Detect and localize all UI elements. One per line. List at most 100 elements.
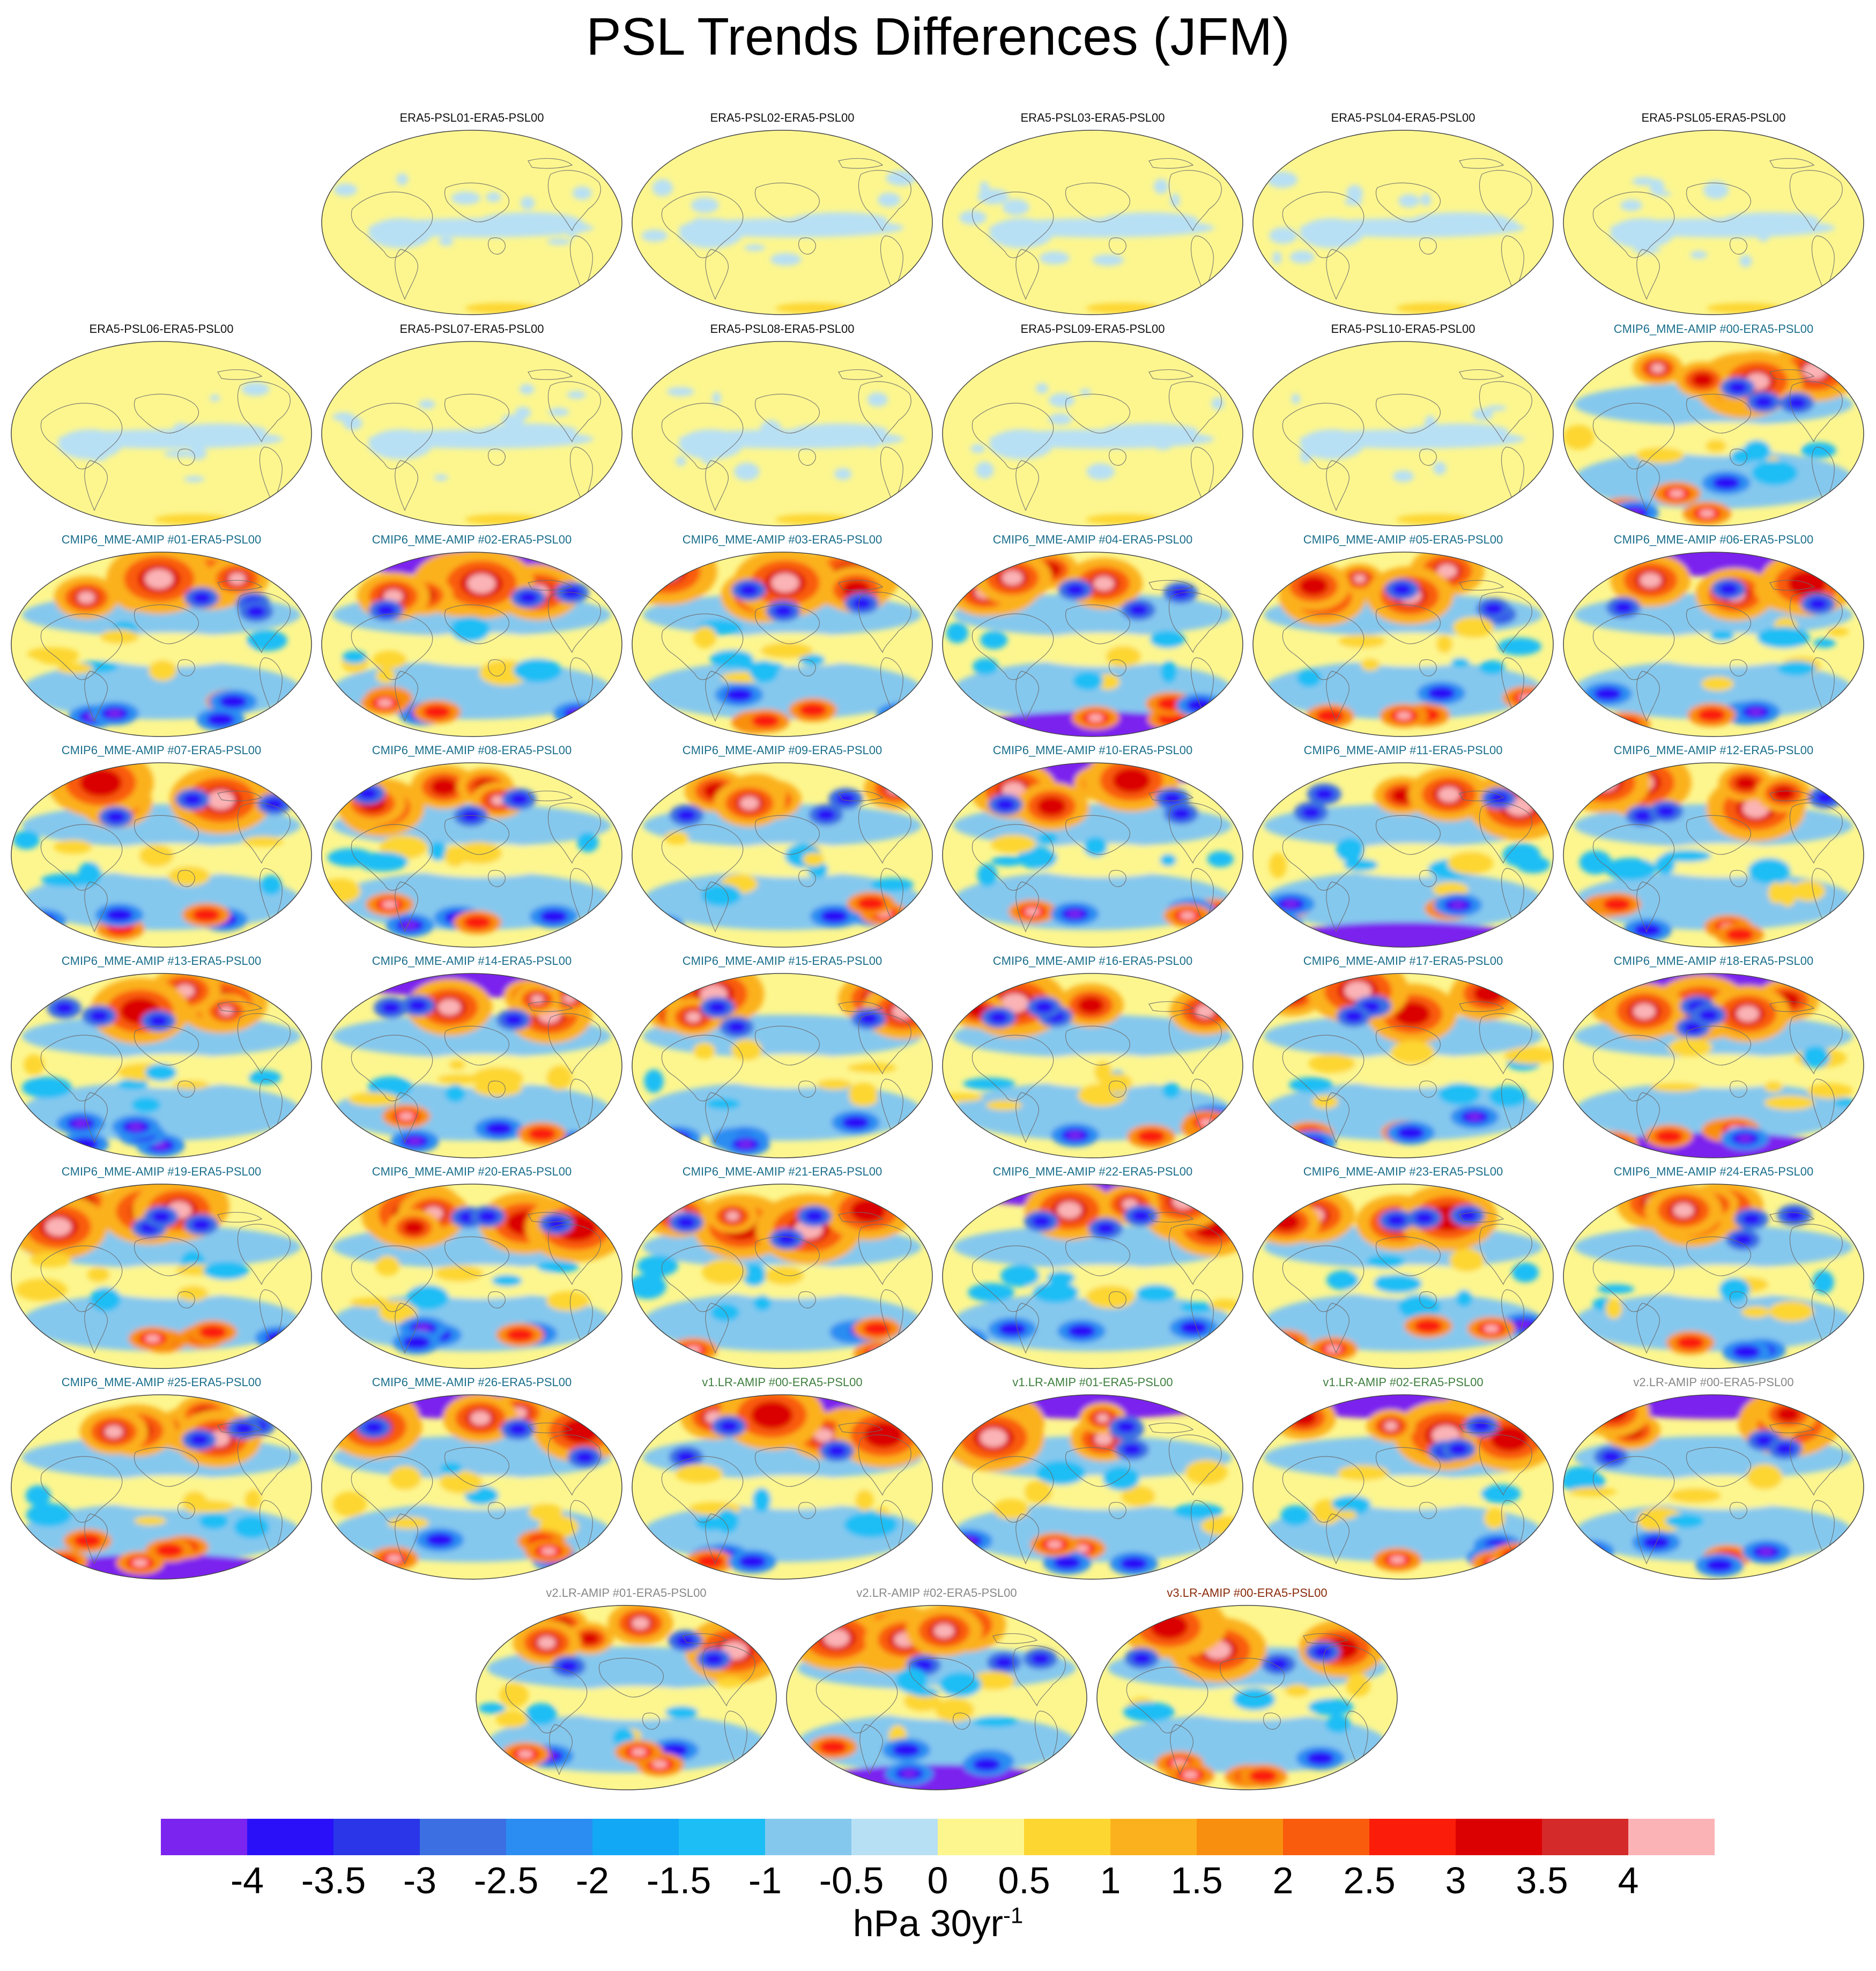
map-field [11, 341, 312, 526]
map-panel: ERA5-PSL10-ERA5-PSL00 [1251, 318, 1555, 527]
map-border [11, 973, 312, 1158]
map-border [321, 341, 622, 526]
panel-title: CMIP6_MME-AMIP #11-ERA5-PSL00 [1303, 743, 1503, 757]
figure-title: PSL Trends Differences (JFM) [586, 7, 1290, 66]
map-field [11, 1184, 312, 1368]
map-panel: ERA5-PSL03-ERA5-PSL00 [941, 107, 1244, 316]
map-panel: v2.LR-AMIP #00-ERA5-PSL00 [1562, 1372, 1865, 1581]
panel-title: CMIP6_MME-AMIP #22-ERA5-PSL00 [992, 1165, 1193, 1178]
map-field [1253, 1395, 1553, 1579]
world-map [1096, 1605, 1398, 1790]
map-border [942, 973, 1243, 1158]
colorbar-tick-label: 0.5 [998, 1860, 1050, 1901]
colorbar-swatch [420, 1819, 506, 1855]
colorbar-swatch [1197, 1819, 1283, 1855]
map-border [1096, 1605, 1398, 1790]
world-map [1252, 1184, 1554, 1369]
map-panel: CMIP6_MME-AMIP #11-ERA5-PSL00 [1251, 740, 1555, 949]
map-border [321, 1184, 622, 1369]
map-border [1563, 1394, 1864, 1580]
colorbar-tick-label: 0 [927, 1860, 948, 1901]
colorbar-swatch [161, 1819, 247, 1855]
colorbar-swatch [247, 1819, 333, 1855]
map-border [1563, 341, 1864, 526]
colorbar-tick-label: -4 [230, 1860, 264, 1901]
coastlines [1282, 580, 1532, 722]
world-map [321, 973, 622, 1158]
map-panel: CMIP6_MME-AMIP #08-ERA5-PSL00 [320, 740, 624, 949]
map-border [942, 1184, 1243, 1369]
panel-title: ERA5-PSL06-ERA5-PSL00 [89, 322, 234, 336]
map-panel: v2.LR-AMIP #01-ERA5-PSL00 [474, 1582, 778, 1791]
map-panel: CMIP6_MME-AMIP #19-ERA5-PSL00 [10, 1161, 313, 1370]
map-field [1563, 1184, 1864, 1368]
world-map [1252, 130, 1554, 315]
coastlines [351, 791, 601, 933]
panel-title: CMIP6_MME-AMIP #13-ERA5-PSL00 [61, 954, 262, 968]
panel-title: v2.LR-AMIP #02-ERA5-PSL00 [856, 1586, 1017, 1600]
panel-title: ERA5-PSL03-ERA5-PSL00 [1020, 111, 1165, 124]
colorbar-tick-label: 3.5 [1516, 1860, 1568, 1901]
map-field [1563, 1395, 1864, 1579]
map-border [786, 1605, 1087, 1790]
world-map [632, 130, 933, 315]
world-map [1252, 762, 1554, 948]
colorbar-swatch [333, 1819, 420, 1855]
panel-title: ERA5-PSL10-ERA5-PSL00 [1331, 322, 1475, 336]
panel-title: CMIP6_MME-AMIP #25-ERA5-PSL00 [61, 1375, 262, 1389]
map-field [943, 1395, 1243, 1579]
map-field [943, 1184, 1243, 1368]
map-border [632, 1394, 933, 1580]
colorbar-swatch [679, 1819, 765, 1855]
map-border [1563, 762, 1864, 948]
map-border [942, 341, 1243, 526]
world-map [1563, 552, 1864, 737]
map-border [11, 762, 312, 948]
map-border [11, 552, 312, 737]
map-field [943, 973, 1243, 1158]
panel-title: CMIP6_MME-AMIP #14-ERA5-PSL00 [372, 954, 572, 968]
panel-title: v2.LR-AMIP #01-ERA5-PSL00 [546, 1586, 707, 1600]
world-map [942, 762, 1243, 948]
map-panel: ERA5-PSL07-ERA5-PSL00 [320, 318, 624, 527]
panel-title: v1.LR-AMIP #00-ERA5-PSL00 [702, 1375, 863, 1389]
map-border [632, 762, 933, 948]
world-map [942, 341, 1243, 526]
map-field [322, 552, 622, 737]
map-field [632, 763, 932, 947]
map-border [11, 341, 312, 526]
panel-title: CMIP6_MME-AMIP #01-ERA5-PSL00 [61, 533, 262, 546]
colorbar-tick-label: -3 [403, 1860, 437, 1901]
map-panel: ERA5-PSL04-ERA5-PSL00 [1251, 107, 1555, 316]
panel-title: v3.LR-AMIP #00-ERA5-PSL00 [1167, 1586, 1328, 1600]
world-map [1563, 973, 1864, 1158]
colorbar-swatch [1542, 1819, 1628, 1855]
colorbar-swatch [592, 1819, 679, 1855]
map-field [632, 1395, 932, 1579]
map-panel: CMIP6_MME-AMIP #17-ERA5-PSL00 [1251, 950, 1555, 1159]
panel-title: CMIP6_MME-AMIP #17-ERA5-PSL00 [1303, 954, 1503, 968]
map-field [322, 1184, 622, 1368]
units-exponent: -1 [1003, 1902, 1024, 1928]
map-border [1563, 973, 1864, 1158]
world-map [11, 552, 312, 737]
map-panel: ERA5-PSL02-ERA5-PSL00 [631, 107, 934, 316]
map-border [942, 1394, 1243, 1580]
coastlines [1592, 1212, 1843, 1354]
map-panel: CMIP6_MME-AMIP #09-ERA5-PSL00 [631, 740, 934, 949]
map-field [632, 973, 932, 1158]
map-panel: CMIP6_MME-AMIP #26-ERA5-PSL00 [320, 1372, 624, 1581]
map-field [1563, 552, 1864, 737]
map-panel: CMIP6_MME-AMIP #25-ERA5-PSL00 [10, 1372, 313, 1581]
map-field [1253, 973, 1553, 1158]
colorbar-tick-label: -2 [575, 1860, 610, 1901]
map-field [1563, 341, 1864, 526]
panel-title: ERA5-PSL01-ERA5-PSL00 [399, 111, 544, 124]
map-panel: ERA5-PSL06-ERA5-PSL00 [10, 318, 313, 527]
coastlines [815, 1633, 1066, 1775]
units-base: hPa 30yr [852, 1902, 1003, 1944]
world-map [321, 552, 622, 737]
world-map [1563, 1394, 1864, 1580]
coastlines [1282, 791, 1532, 933]
map-panel: CMIP6_MME-AMIP #21-ERA5-PSL00 [631, 1161, 934, 1370]
